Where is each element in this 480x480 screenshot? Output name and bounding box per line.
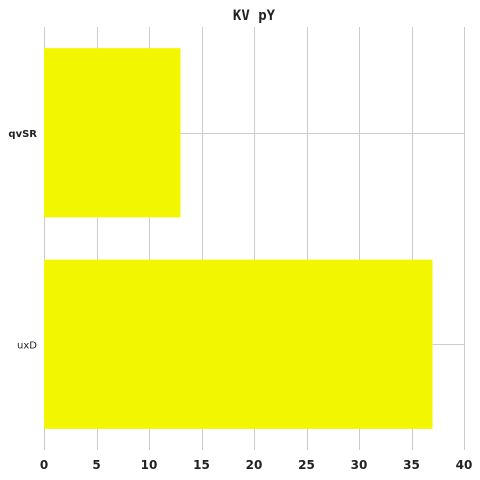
y-tick-label: uxD [17,340,37,351]
x-tick-label: 25 [298,458,315,472]
x-tick-label: 5 [92,458,100,472]
x-tick-label: 35 [403,458,420,472]
bar-uxD [44,259,433,429]
y-tick-label: qvSR [8,129,37,140]
x-tick-label: 0 [40,458,48,472]
x-tick-label: 10 [141,458,158,472]
chart-title: KV pY [233,8,276,24]
x-tick-label: 20 [246,458,263,472]
x-tick-label: 40 [456,458,473,472]
x-tick-label: 30 [351,458,368,472]
x-tick-label: 15 [193,458,210,472]
x-axis-ticks: 0 5 10 15 20 25 30 35 40 [40,458,473,472]
bars [44,48,433,429]
bar-qvSR [44,48,181,218]
y-axis-ticks: qvSR uxD [8,129,37,352]
